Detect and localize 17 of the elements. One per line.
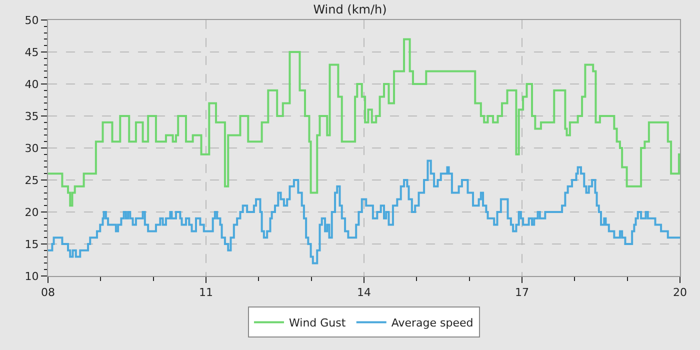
y-tick-label: 15: [24, 238, 39, 251]
x-tick-label: 14: [357, 286, 371, 300]
legend-label: Wind Gust: [289, 316, 346, 330]
x-tick-label: 20: [673, 286, 687, 300]
y-tick-label: 10: [24, 270, 39, 283]
y-tick-label: 40: [24, 78, 39, 91]
x-tick-label: 11: [199, 286, 213, 300]
chart-title: Wind (km/h): [313, 2, 387, 17]
x-tick-label: 17: [515, 286, 529, 300]
legend-label: Average speed: [391, 316, 474, 330]
y-tick-label: 45: [24, 46, 39, 59]
y-tick-label: 30: [24, 142, 39, 155]
y-tick-label: 35: [24, 110, 39, 123]
y-tick-label: 25: [24, 174, 39, 187]
x-tick-label: 08: [41, 286, 55, 300]
y-tick-label: 20: [24, 206, 39, 219]
y-tick-label: 50: [24, 14, 39, 27]
